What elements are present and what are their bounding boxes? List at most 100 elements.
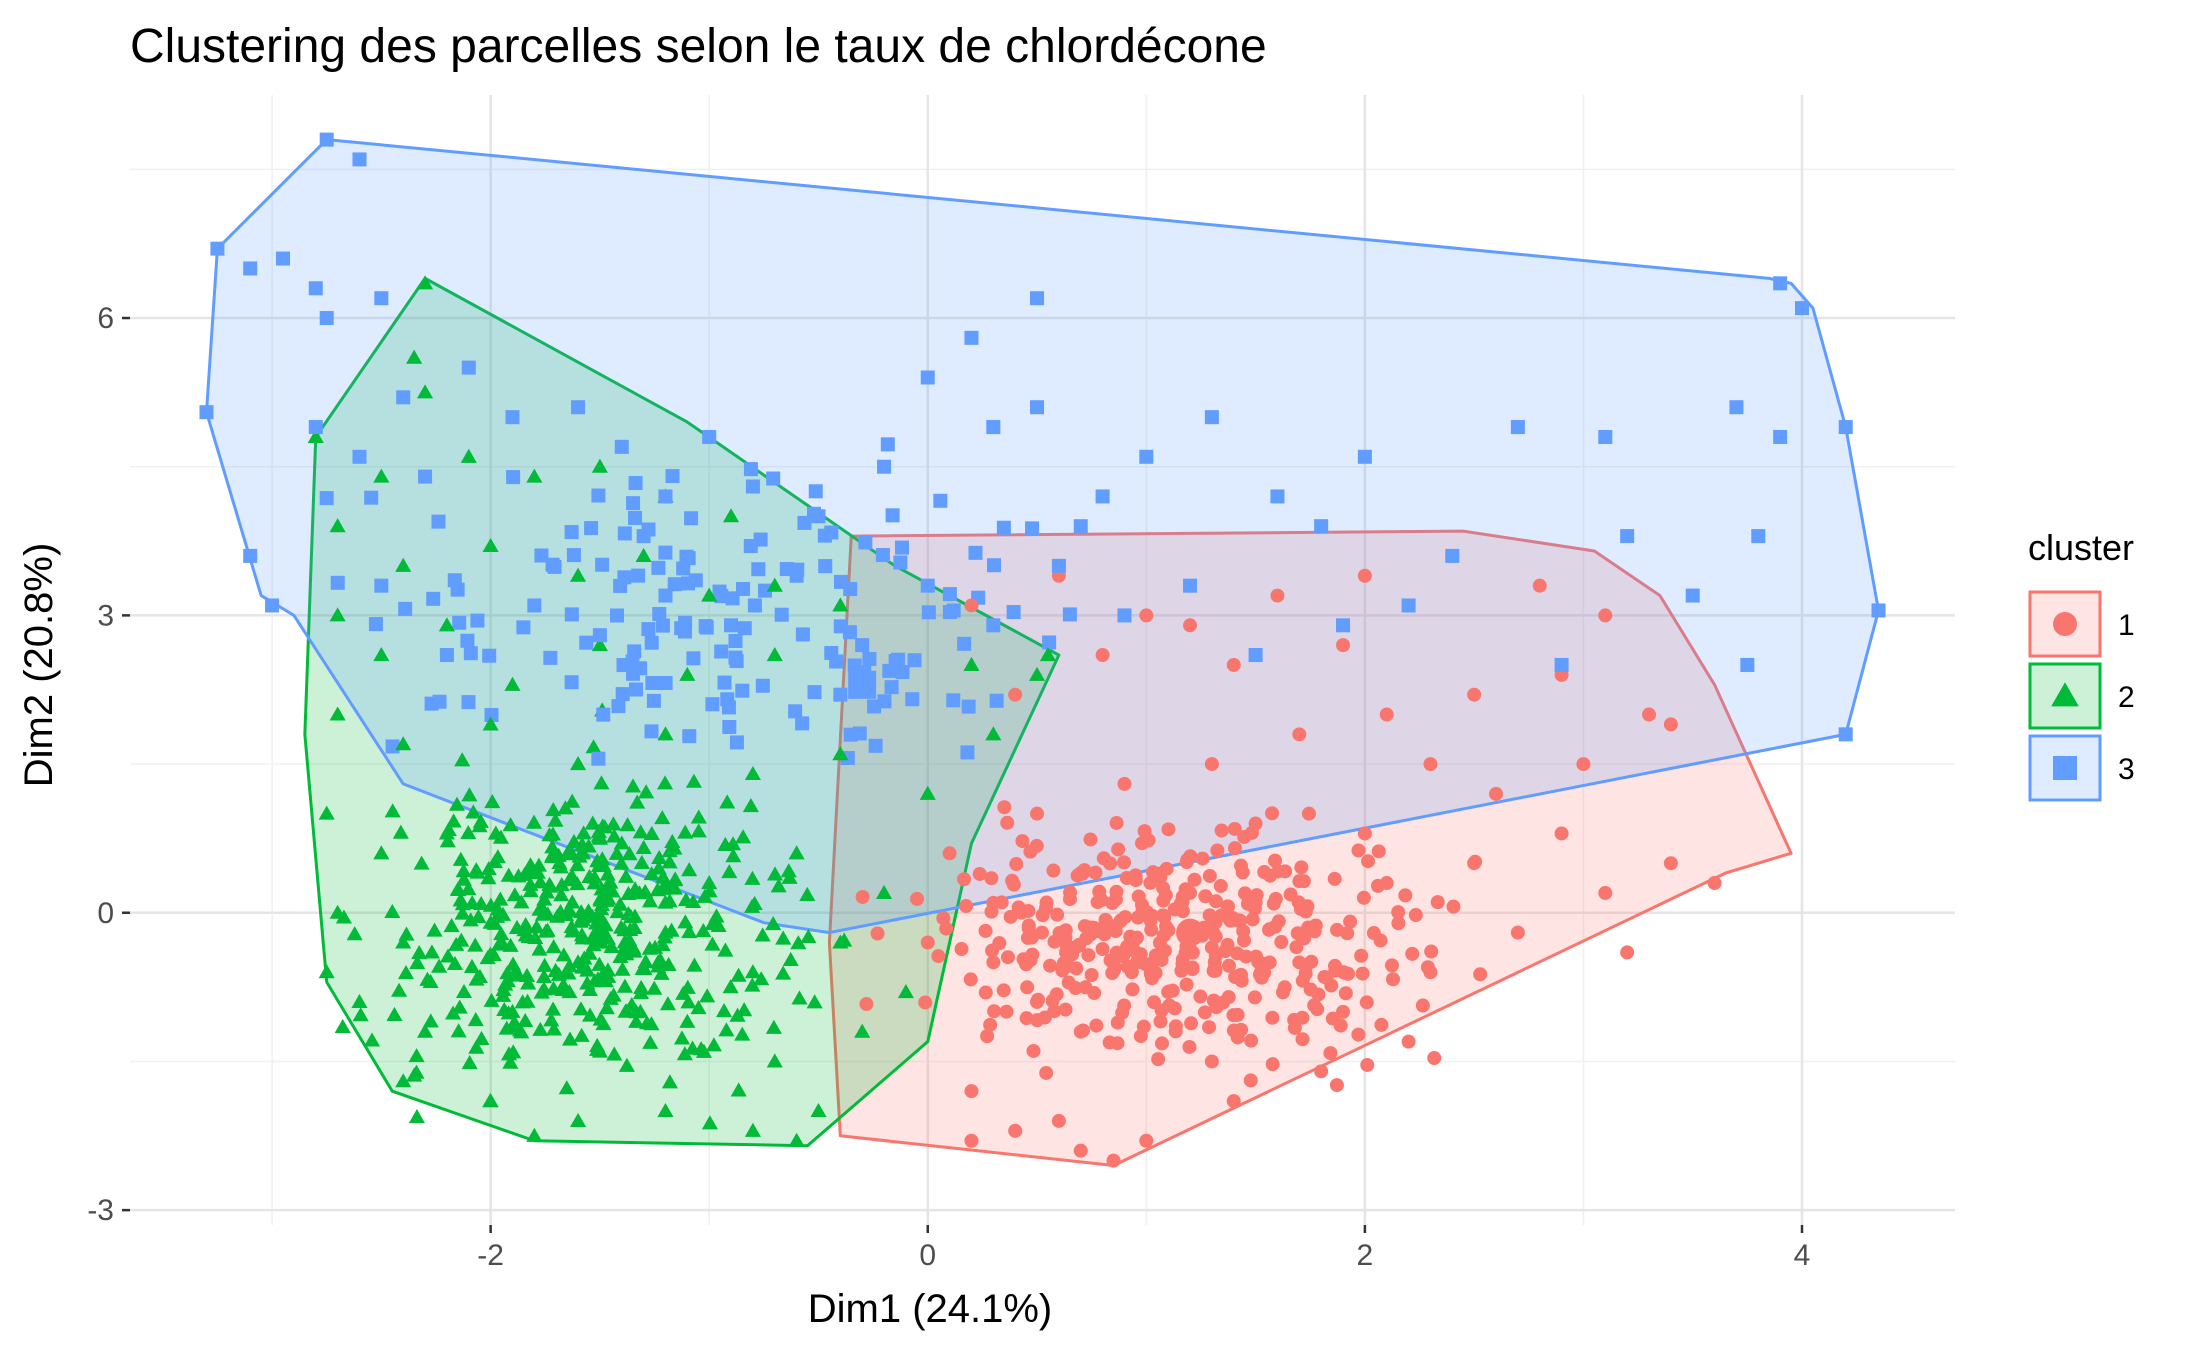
cluster-2-point [506,887,523,902]
cluster-2-point [431,958,448,973]
cluster-2-point [453,932,470,947]
cluster-2-point [352,1007,369,1022]
cluster-2-point [538,884,555,899]
cluster-1-point [964,1084,979,1099]
cluster-2-point [596,819,613,834]
cluster-2-point [532,874,549,889]
cluster-2-point [384,903,401,918]
cluster-3-point [592,628,607,643]
cluster-3-point [330,575,345,590]
cluster-3-point [629,682,644,697]
cluster-1-point [1233,858,1248,873]
cluster-1-point [983,1017,998,1032]
cluster-2-point [627,881,644,896]
cluster-3-point [368,617,383,632]
cluster-1-point [1168,1019,1183,1034]
cluster-2-point [471,968,488,983]
cluster-2-point [695,922,712,938]
cluster-1-point [964,1133,979,1148]
cluster-2-point [504,1003,521,1018]
cluster-3-point [352,449,367,464]
cluster-1-point [1024,930,1039,945]
cluster-1-point [1576,757,1591,772]
cluster-2-point [408,1109,425,1124]
cluster-1-point [1244,1033,1259,1048]
cluster-1-point [1195,851,1210,866]
cluster-2-point [600,890,617,905]
cluster-2-point [680,994,697,1009]
cluster-3-point [895,664,910,679]
cluster-2-point [710,917,727,933]
cluster-1-point [1161,822,1176,837]
cluster-1-point [1323,1046,1338,1061]
cluster-2-point [690,1000,707,1015]
cluster-1-point [1554,826,1569,841]
cluster-3-point [736,581,751,596]
cluster-2-point [373,468,390,483]
cluster-2-point [498,1020,515,1035]
cluster-2-point [632,824,649,839]
cluster-2-point [642,1034,659,1049]
cluster-2-point [541,827,558,842]
cluster-2-point [329,518,346,533]
cluster-1-point [1357,568,1372,583]
x-tick-label: -2 [477,1239,504,1272]
cluster-1-point [1663,856,1678,871]
cluster-2-point [735,829,752,844]
cluster-3-point [1795,301,1810,316]
cluster-1-point [1351,843,1366,858]
cluster-2-point [467,1012,484,1027]
cluster-3-point [1740,657,1755,672]
cluster-2-point [581,981,598,997]
cluster-2-point [549,908,566,923]
cluster-1-point [1292,955,1307,970]
cluster-1-point [1105,965,1120,980]
cluster-3-point [724,618,739,633]
cluster-3-point [833,619,848,634]
cluster-2-point [450,881,467,897]
cluster-1-point [1136,1019,1151,1034]
cluster-2-point [1028,666,1046,681]
cluster-1-point [1087,986,1102,1001]
cluster-3-point [818,559,833,574]
cluster-3-point [667,577,682,592]
cluster-3-point [868,738,883,753]
cluster-3-point [545,557,560,572]
cluster-1-point [1214,823,1229,838]
cluster-2-point [676,1046,693,1061]
cluster-3-point [1838,727,1853,742]
cluster-2-point [581,1007,599,1022]
cluster-1-point [1051,1113,1066,1128]
cluster-1-point [1015,834,1030,849]
cluster-2-point [730,967,747,982]
cluster-2-point [788,1132,805,1147]
cluster-3-point [319,311,334,326]
cluster-2-point [465,804,482,819]
x-axis: -2 0 2 4 [477,1225,1810,1272]
cluster-1-point [1139,1133,1154,1148]
cluster-1-point [1060,959,1075,974]
cluster-2-point [591,956,608,971]
cluster-1-point [1356,890,1371,905]
cluster-2-point [520,975,537,990]
cluster-3-point [1598,429,1613,444]
cluster-1-point [1268,891,1283,906]
cluster-3-point [702,429,717,444]
cluster-3-point [766,471,781,486]
cluster-2-point [460,448,477,463]
cluster-1-point [1058,1002,1073,1017]
cluster-2-point [411,945,428,960]
cluster-3-point [199,405,214,420]
cluster-1-point [972,866,987,881]
cluster-1-point [1210,843,1225,858]
cluster-2-point [482,537,499,553]
cluster-2-point [334,1018,351,1034]
cluster-2-point [525,814,543,829]
cluster-3-point [676,561,691,576]
cluster-2-point [875,884,893,899]
cluster-2-point [705,1037,722,1052]
cluster-2-point [790,935,807,950]
cluster-2-point [742,798,759,813]
cluster-1-point [1374,1017,1389,1032]
cluster-1-point [1021,918,1036,933]
